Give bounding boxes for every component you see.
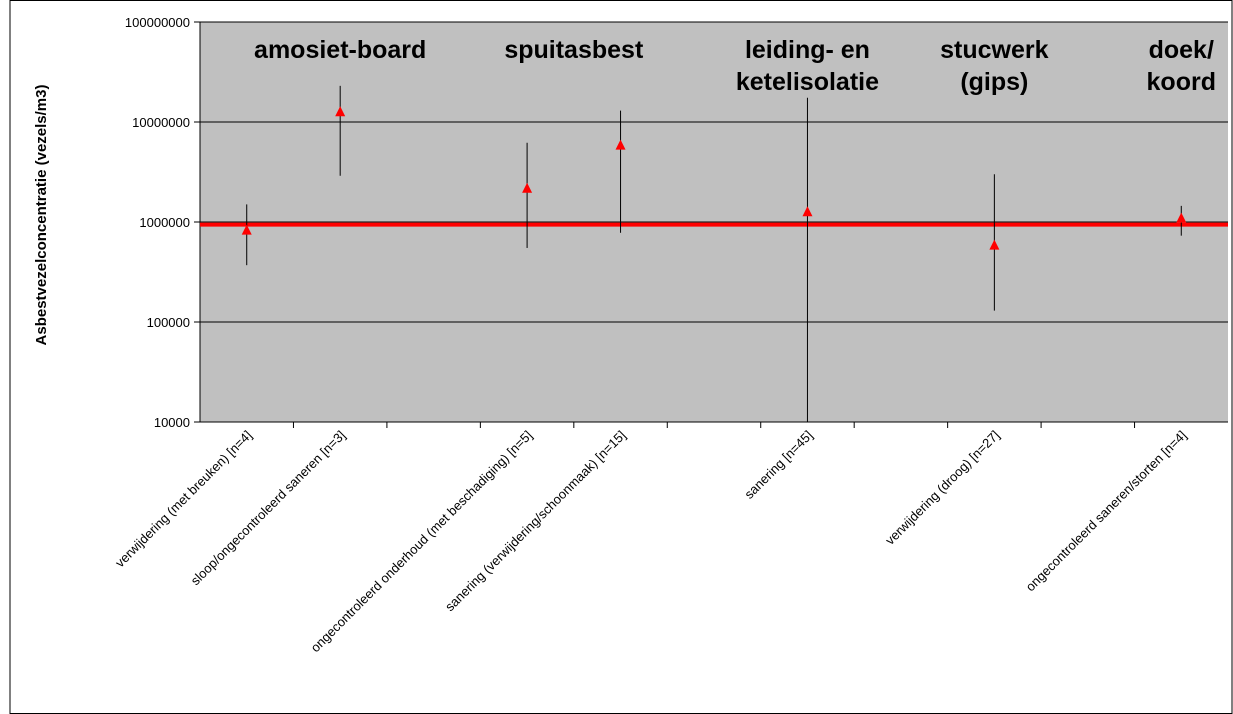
group-label: stucwerk [940, 36, 1048, 64]
data-point-marker [522, 182, 533, 193]
data-point-marker [802, 206, 813, 217]
group-label: spuitasbest [504, 36, 644, 64]
data-point-marker [615, 139, 626, 150]
y-tick-label: 100000000 [125, 15, 190, 30]
y-tick-label: 10000000 [132, 115, 190, 130]
group-label: koord [1147, 68, 1216, 96]
x-axis-ticks [292, 422, 1136, 428]
data-point-marker [241, 224, 252, 235]
data-point-marker [989, 239, 1000, 250]
y-tick-label: 1000000 [139, 215, 190, 230]
group-label: doek/ [1149, 36, 1214, 64]
data-point-marker [335, 106, 346, 117]
group-label: (gips) [960, 68, 1028, 96]
group-label: leiding- en [745, 36, 870, 64]
data-markers [241, 106, 1187, 250]
group-label: amosiet-board [254, 36, 426, 64]
group-label: ketelisolatie [736, 68, 879, 96]
y-axis-ticks: 100000000 10000000 1000000 100000 10000 [125, 15, 200, 430]
y-tick-label: 100000 [147, 315, 190, 330]
error-bars [246, 85, 1182, 422]
group-labels: amosiet-board spuitasbest leiding- en ketel… [254, 36, 1216, 96]
y-axis-label: Asbestvezelconcentratie (vezels/m3) [33, 85, 50, 346]
data-point-marker [1176, 212, 1187, 223]
y-tick-label: 10000 [154, 415, 190, 430]
